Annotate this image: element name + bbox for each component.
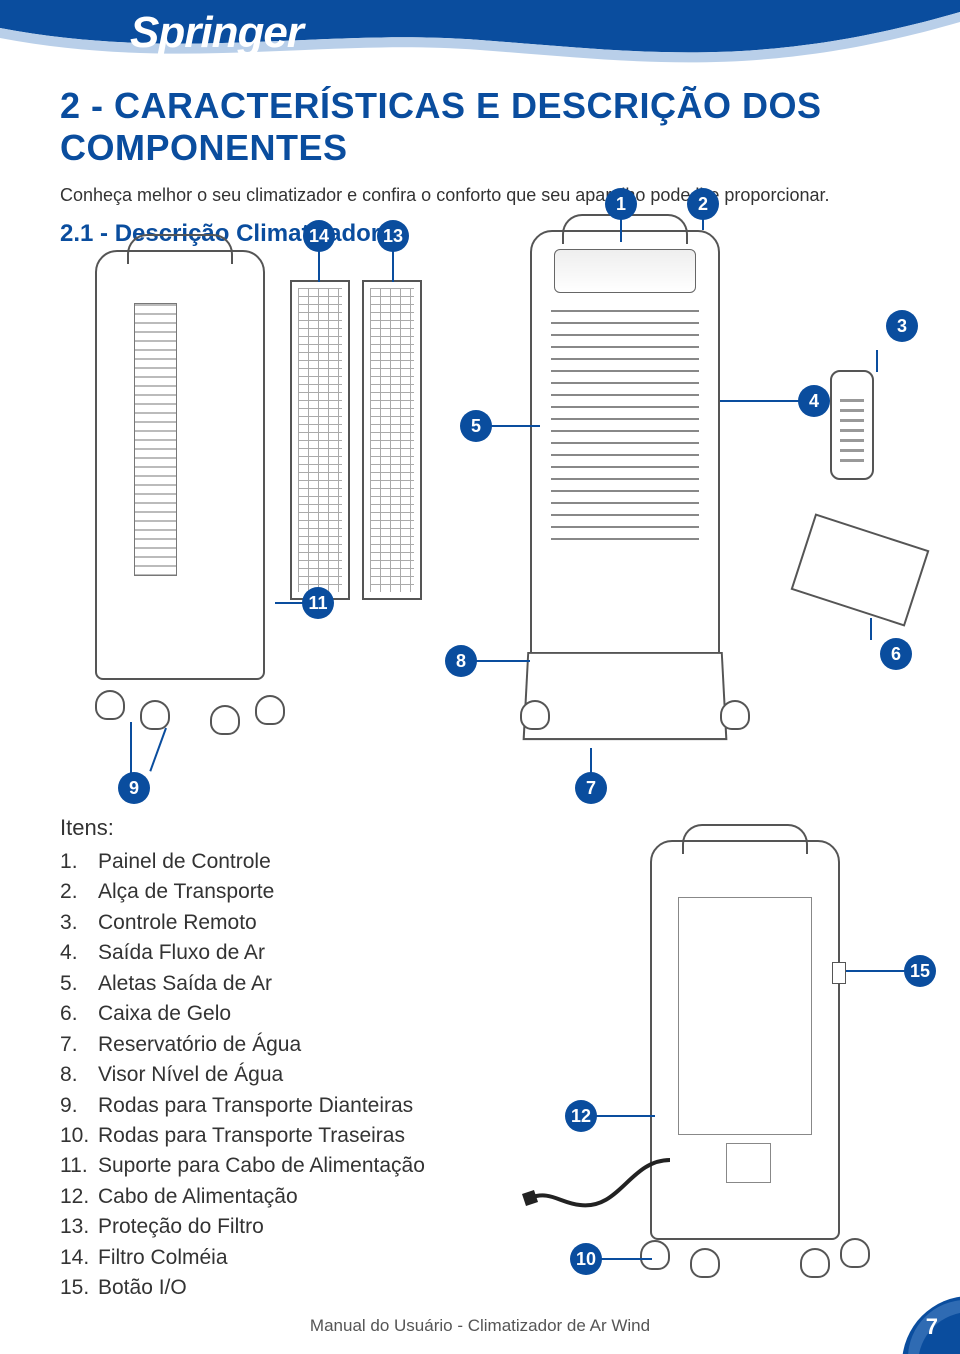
list-item: Cabo de Alimentação <box>60 1182 500 1212</box>
control-panel <box>554 249 695 293</box>
filter-colmeia <box>290 280 350 600</box>
callout-7: 7 <box>575 772 607 804</box>
wheel <box>690 1248 720 1278</box>
leader <box>392 248 394 282</box>
wheel <box>520 700 550 730</box>
list-item: Rodas para Transporte Traseiras <box>60 1121 500 1151</box>
product-rear <box>95 250 265 680</box>
page-number: 7 <box>926 1314 938 1340</box>
list-item: Painel de Controle <box>60 847 500 877</box>
callout-3: 3 <box>886 310 918 342</box>
list-item: Proteção do Filtro <box>60 1212 500 1242</box>
wheel <box>210 705 240 735</box>
diagram-lower: 15 12 10 <box>530 830 930 1280</box>
callout-6: 6 <box>880 638 912 670</box>
leader <box>590 748 592 774</box>
items-heading: Itens: <box>60 815 500 841</box>
list-item: Reservatório de Água <box>60 1030 500 1060</box>
list-item: Controle Remoto <box>60 908 500 938</box>
list-item: Visor Nível de Água <box>60 1060 500 1090</box>
leader <box>846 970 906 972</box>
io-button <box>832 962 846 984</box>
wheel <box>800 1248 830 1278</box>
footer-text: Manual do Usuário - Climatizador de Ar W… <box>0 1316 960 1336</box>
leader <box>130 722 132 774</box>
wheel <box>255 695 285 725</box>
callout-13: 13 <box>377 220 409 252</box>
air-grille <box>551 310 700 545</box>
list-item: Suporte para Cabo de Alimentação <box>60 1151 500 1181</box>
ice-pack <box>791 513 930 626</box>
leader <box>870 618 872 640</box>
callout-8: 8 <box>445 645 477 677</box>
callout-15: 15 <box>904 955 936 987</box>
leader <box>720 400 800 402</box>
wheel <box>840 1238 870 1268</box>
callout-5: 5 <box>460 410 492 442</box>
leader <box>149 728 167 772</box>
leader <box>318 248 320 282</box>
wheel <box>640 1240 670 1270</box>
callout-14: 14 <box>303 220 335 252</box>
product-front <box>530 230 720 670</box>
water-drawer <box>523 652 728 740</box>
callout-12: 12 <box>565 1100 597 1132</box>
callout-10: 10 <box>570 1243 602 1275</box>
diagram-upper: 1 2 3 4 5 6 7 8 9 11 13 14 <box>0 200 960 810</box>
wheel <box>140 700 170 730</box>
items-block: Itens: Painel de Controle Alça de Transp… <box>60 815 500 1304</box>
section-title: 2 - CARACTERÍSTICAS E DESCRIÇÃO DOS COMP… <box>60 85 900 169</box>
callout-9: 9 <box>118 772 150 804</box>
leader <box>595 1115 655 1117</box>
list-item: Botão I/O <box>60 1273 500 1303</box>
list-item: Filtro Colméia <box>60 1243 500 1273</box>
callout-2: 2 <box>687 188 719 220</box>
leader <box>275 602 305 604</box>
list-item: Aletas Saída de Ar <box>60 969 500 999</box>
leader <box>876 350 878 372</box>
callout-4: 4 <box>798 385 830 417</box>
wheel <box>720 700 750 730</box>
leader <box>490 425 540 427</box>
remote-control <box>830 370 874 480</box>
leader <box>475 660 530 662</box>
list-item: Saída Fluxo de Ar <box>60 938 500 968</box>
items-list: Painel de Controle Alça de Transporte Co… <box>60 847 500 1304</box>
leader <box>600 1258 652 1260</box>
callout-1: 1 <box>605 188 637 220</box>
list-item: Caixa de Gelo <box>60 999 500 1029</box>
power-cable <box>520 1150 680 1220</box>
brand-logo: Springer <box>130 8 303 58</box>
callout-11: 11 <box>302 587 334 619</box>
list-item: Rodas para Transporte Dianteiras <box>60 1091 500 1121</box>
filter-protection <box>362 280 422 600</box>
wheel <box>95 690 125 720</box>
list-item: Alça de Transporte <box>60 877 500 907</box>
